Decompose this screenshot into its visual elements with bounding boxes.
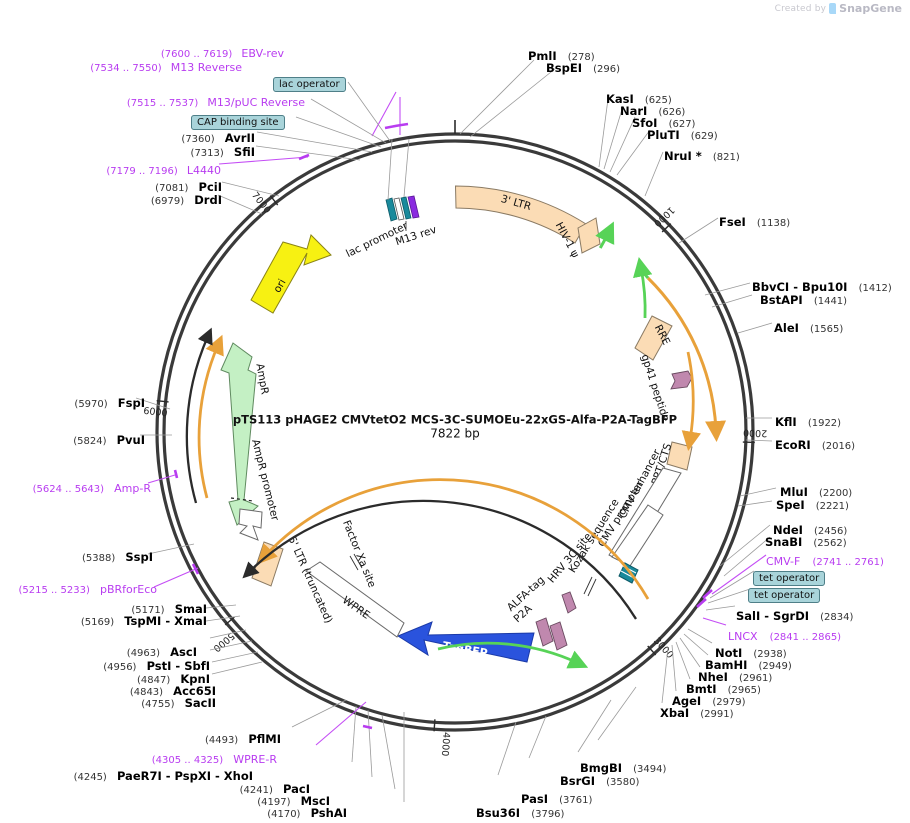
axis-tick-label: 2000 [743,427,768,439]
credit-prefix: Created by [774,3,827,14]
plasmid-length: 7822 bp [430,427,480,441]
feature-ampr: AmpR [220,342,271,526]
feature-ori: ori [250,234,332,314]
snapgene-credit: Created by SnapGene [775,2,902,15]
direction-arcs [185,221,727,669]
axis-tick-label: 5000 [211,630,237,654]
feature-factor-xa-site: Factor Xa site [340,519,378,590]
feature-3-ltr: 3' LTR [454,185,587,244]
axis-tick-label: 6000 [143,406,168,419]
snapgene-logo-icon [829,3,837,14]
page-title: pTS113 pHAGE2 CMVtetO2 MCS-3C-SUMOEu-22x… [233,413,677,427]
primer-arc-marks [173,122,713,730]
plasmid-backbone [155,120,755,732]
feature-label-factor-xa-site: Factor Xa site [340,519,378,590]
feature-lac-promoter-cluster: lac promoter M13 rev [344,195,438,260]
feature-tagbfp: TagBFP [396,621,535,663]
axis-tick-label: 4000 [439,732,452,757]
feature-label-ori: ori [271,277,288,295]
feature-label-ampr: AmpR [253,363,270,396]
leader-lines [135,59,777,802]
feature-rre: RRE [634,315,673,361]
snapgene-brand: SnapGene [839,2,902,15]
